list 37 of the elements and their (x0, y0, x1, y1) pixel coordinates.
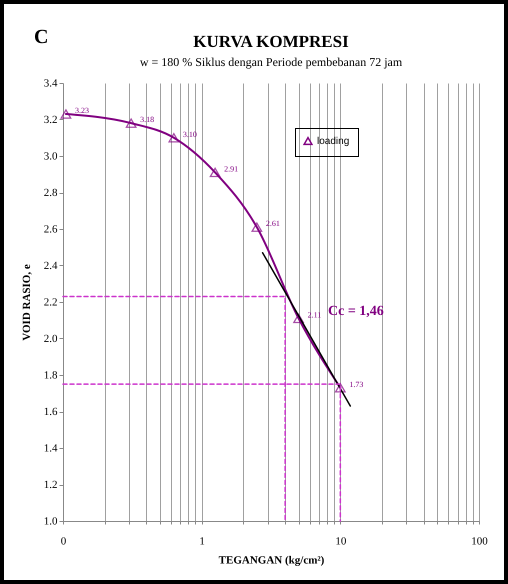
y-tick-label: 2.6 (44, 224, 58, 236)
data-label: 3.10 (182, 130, 197, 139)
point (251, 222, 262, 232)
y-tick-label: 2.8 (44, 187, 58, 199)
y-tick-label: 2.4 (44, 260, 58, 272)
y-tick-label: 3.4 (44, 78, 58, 90)
point (210, 168, 220, 178)
x-tick-label: 0 (60, 536, 67, 548)
x-axis-title: TEGANGAN (kg/cm²) (218, 554, 325, 566)
data-label: 3.23 (74, 106, 89, 116)
y-tick-label: 1.8 (44, 370, 58, 382)
y-tick-label: 2.2 (44, 296, 58, 308)
data-label: 2.61 (266, 219, 280, 228)
y-tick-label: 1.0 (44, 516, 58, 528)
y-tick-label: 3.2 (44, 114, 58, 126)
y-tick-label: 1.6 (44, 406, 58, 418)
x-tick-label: 100 (471, 536, 488, 548)
y-tick-label: 1.4 (44, 442, 58, 454)
x-tick-label: 1 (199, 536, 205, 548)
point (334, 383, 346, 393)
annotation: Cc = 1,46 (328, 304, 384, 320)
legend-label: loading (317, 136, 350, 147)
data-label: 2.11 (308, 310, 322, 320)
point (168, 132, 180, 143)
y-tick-label: 3.0 (44, 150, 58, 162)
y-tick-label: 1.2 (44, 479, 58, 491)
data-label: 2.91 (224, 164, 238, 174)
chart-subtitle: w = 180 % Siklus dengan Periode pembebanan 72 jam (140, 55, 403, 69)
data-label: 1.73 (349, 380, 364, 389)
point (126, 118, 137, 128)
y-axis-title: VOID RASIO, e (20, 264, 33, 341)
data-label: 3.18 (140, 115, 154, 124)
chart-title: KURVA KOMPRESI (193, 32, 350, 51)
point (293, 314, 304, 324)
text: C (34, 26, 48, 49)
y-tick-label: 2.0 (44, 333, 58, 345)
x-tick-label: 10 (335, 536, 347, 548)
